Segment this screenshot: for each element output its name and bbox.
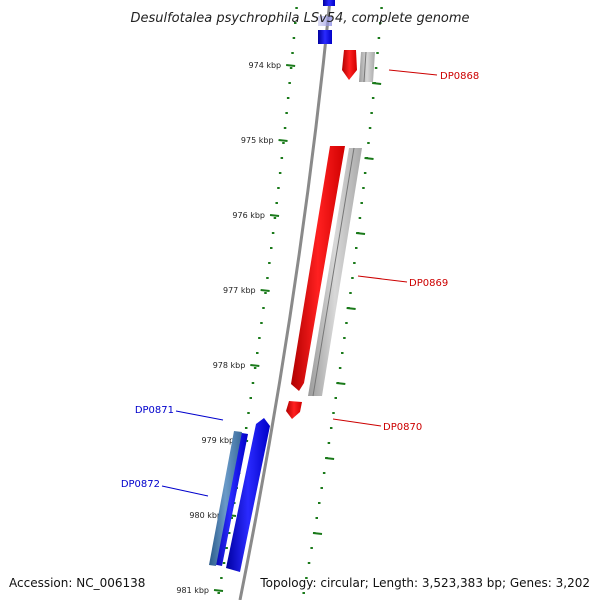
gene-leaders <box>161 69 438 497</box>
major-tick-outer <box>269 214 280 217</box>
genome-summary: Topology: circular; Length: 3,523,383 bp… <box>259 576 590 590</box>
major-tick-outer <box>250 364 260 367</box>
gene-shadow-dp0868 <box>359 52 375 82</box>
major-tick-inner <box>312 532 323 535</box>
major-tick-outer <box>260 289 270 292</box>
leader-dp0872 <box>161 485 209 497</box>
tick-label: 979 kbp <box>202 436 235 445</box>
gene-label-dp0870: DP0870 <box>383 422 422 433</box>
axis-ticks: 974 kbp 975 kbp 976 kbp 977 kbp 978 kbp 979 k… <box>176 61 382 595</box>
major-tick-inner <box>364 157 374 160</box>
gene-shadow-edge <box>312 147 355 397</box>
leader-dp0871 <box>175 410 224 421</box>
major-tick-inner <box>336 382 346 385</box>
gene-feature-partial <box>318 30 332 44</box>
gene-feature-partial <box>318 16 332 26</box>
gene-shadow-edge <box>363 51 367 83</box>
leader-dp0868 <box>388 69 438 76</box>
gene-label-dp0871: DP0871 <box>135 405 174 416</box>
tick-label: 976 kbp <box>232 211 265 220</box>
major-tick-outer <box>286 64 296 67</box>
gene-features <box>209 0 375 572</box>
leader-dp0870 <box>332 418 382 427</box>
map-title: Desulfotalea psychrophila LSv54, complet… <box>130 11 469 26</box>
leader-dp0869 <box>357 275 408 283</box>
major-tick-inner <box>355 232 366 235</box>
major-tick-inner <box>346 307 356 310</box>
major-tick-inner <box>325 457 335 460</box>
major-tick-inner <box>372 82 382 85</box>
gene-shadow-dp0872 <box>209 431 242 566</box>
gene-label-dp0868: DP0868 <box>440 71 479 82</box>
tick-label: 980 kbp <box>189 511 222 520</box>
tick-label: 977 kbp <box>223 286 256 295</box>
gene-feature-dp0871 <box>226 418 270 572</box>
genome-backbone <box>238 0 332 600</box>
gene-feature-dp0868 <box>342 50 357 80</box>
accession-label: Accession: NC_006138 <box>9 576 145 590</box>
gene-label-dp0869: DP0869 <box>409 278 448 289</box>
gene-feature-dp0869 <box>291 146 345 391</box>
tick-label: 978 kbp <box>213 361 246 370</box>
tick-label: 974 kbp <box>249 61 282 70</box>
gene-feature-partial <box>323 0 335 6</box>
gene-label-dp0872: DP0872 <box>121 479 160 490</box>
major-tick-outer <box>278 139 288 142</box>
tick-label: 975 kbp <box>241 136 274 145</box>
gene-shadow-dp0869 <box>308 148 362 396</box>
gene-feature-dp0870 <box>286 401 302 419</box>
tick-label: 981 kbp <box>176 586 209 595</box>
major-tick-outer <box>213 589 224 592</box>
